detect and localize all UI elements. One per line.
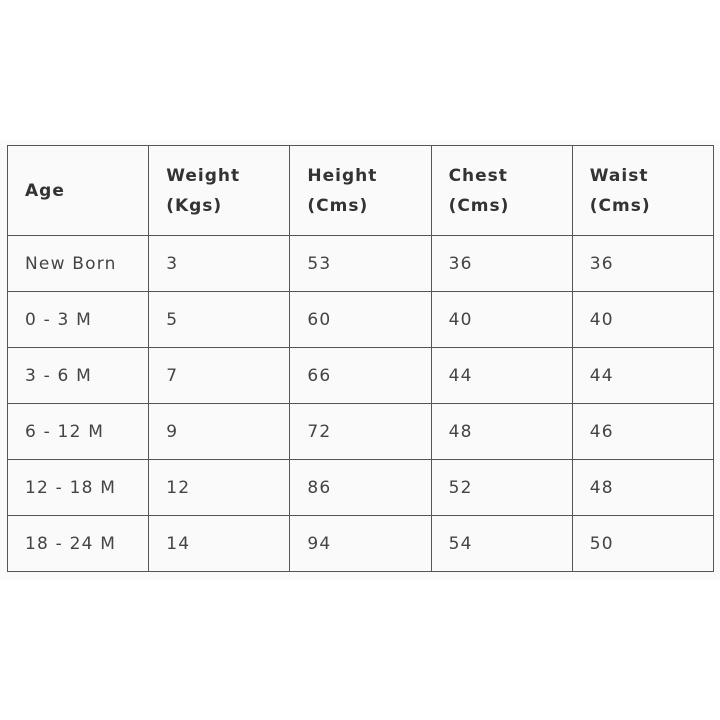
cell-height: 72 xyxy=(289,403,432,460)
cell-age: 3 - 6 M xyxy=(6,347,150,404)
cell-chest: 40 xyxy=(430,291,573,348)
header-label: Age xyxy=(25,180,65,201)
header-unit: (Cms) xyxy=(589,195,651,216)
cell-height: 86 xyxy=(289,459,432,516)
header-age: Age xyxy=(6,145,150,236)
cell-chest: 52 xyxy=(430,459,573,516)
header-waist: Waist (Cms) xyxy=(571,145,715,236)
header-chest: Chest (Cms) xyxy=(430,145,573,236)
cell-waist: 48 xyxy=(571,459,715,516)
cell-weight: 9 xyxy=(148,403,291,460)
cell-age: New Born xyxy=(6,235,150,292)
cell-chest: 54 xyxy=(430,515,573,572)
cell-age: 6 - 12 M xyxy=(6,403,150,460)
cell-height: 60 xyxy=(289,291,432,348)
header-label: Waist xyxy=(589,165,649,186)
cell-weight: 12 xyxy=(148,459,291,516)
cell-weight: 5 xyxy=(148,291,291,348)
cell-waist: 36 xyxy=(571,235,715,292)
cell-height: 94 xyxy=(289,515,432,572)
cell-age: 12 - 18 M xyxy=(6,459,150,516)
size-chart-table: Age Weight (Kgs) Height (Cms) Chest (Cms) W… xyxy=(6,145,715,572)
cell-weight: 7 xyxy=(148,347,291,404)
cell-waist: 40 xyxy=(571,291,715,348)
table-row: 18 - 24 M 14 94 54 50 xyxy=(6,515,715,572)
cell-waist: 50 xyxy=(571,515,715,572)
cell-weight: 14 xyxy=(148,515,291,572)
cell-height: 53 xyxy=(289,235,432,292)
header-label: Chest xyxy=(448,165,508,186)
table-row: 6 - 12 M 9 72 48 46 xyxy=(6,403,715,460)
cell-age: 0 - 3 M xyxy=(6,291,150,348)
cell-height: 66 xyxy=(289,347,432,404)
header-label: Height xyxy=(307,165,378,186)
cell-chest: 36 xyxy=(430,235,573,292)
header-unit: (Cms) xyxy=(448,195,510,216)
header-row: Age Weight (Kgs) Height (Cms) Chest (Cms) W… xyxy=(6,145,715,236)
cell-weight: 3 xyxy=(148,235,291,292)
cell-chest: 48 xyxy=(430,403,573,460)
table-row: 12 - 18 M 12 86 52 48 xyxy=(6,459,715,516)
header-weight: Weight (Kgs) xyxy=(148,145,291,236)
table-row: 3 - 6 M 7 66 44 44 xyxy=(6,347,715,404)
table-row: 0 - 3 M 5 60 40 40 xyxy=(6,291,715,348)
table-row: New Born 3 53 36 36 xyxy=(6,235,715,292)
header-height: Height (Cms) xyxy=(289,145,432,236)
cell-waist: 46 xyxy=(571,403,715,460)
header-unit: (Cms) xyxy=(307,195,369,216)
header-label: Weight xyxy=(166,165,241,186)
header-unit: (Kgs) xyxy=(166,195,223,216)
cell-waist: 44 xyxy=(571,347,715,404)
cell-age: 18 - 24 M xyxy=(6,515,150,572)
cell-chest: 44 xyxy=(430,347,573,404)
size-chart-container: Age Weight (Kgs) Height (Cms) Chest (Cms) W… xyxy=(0,140,720,580)
